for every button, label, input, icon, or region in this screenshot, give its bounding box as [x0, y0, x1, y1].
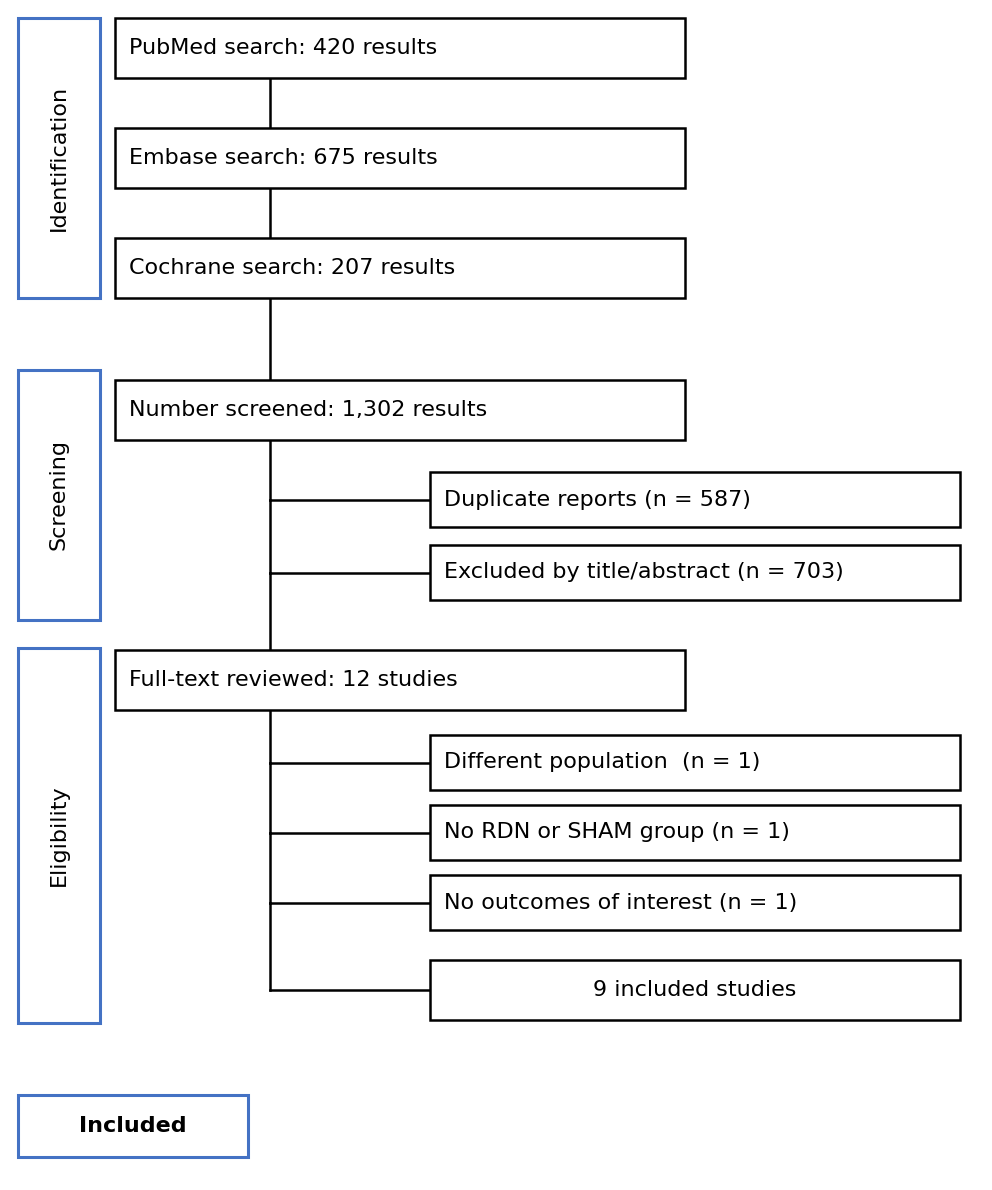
Bar	[115, 129, 685, 188]
Text: Duplicate reports (n = 587): Duplicate reports (n = 587)	[444, 489, 751, 509]
Text: Full-text reviewed: 12 studies: Full-text reviewed: 12 studies	[129, 670, 457, 690]
Bar	[115, 18, 685, 79]
Bar	[115, 380, 685, 440]
Bar	[18, 1095, 248, 1157]
Bar	[430, 735, 960, 790]
Text: Included: Included	[79, 1116, 186, 1136]
Bar	[18, 370, 100, 620]
Bar	[115, 238, 685, 298]
Bar	[115, 650, 685, 710]
Text: Number screened: 1,302 results: Number screened: 1,302 results	[129, 400, 487, 420]
Text: 9 included studies: 9 included studies	[593, 981, 797, 1000]
Text: Cochrane search: 207 results: Cochrane search: 207 results	[129, 258, 455, 278]
Text: Embase search: 675 results: Embase search: 675 results	[129, 148, 437, 168]
Bar	[430, 960, 960, 1020]
Text: Identification: Identification	[49, 84, 69, 231]
Text: No RDN or SHAM group (n = 1): No RDN or SHAM group (n = 1)	[444, 822, 790, 843]
Bar	[430, 875, 960, 931]
Bar	[18, 18, 100, 298]
Text: Screening: Screening	[49, 439, 69, 551]
Bar	[430, 804, 960, 860]
Text: No outcomes of interest (n = 1): No outcomes of interest (n = 1)	[444, 892, 798, 913]
Bar	[430, 472, 960, 527]
Text: PubMed search: 420 results: PubMed search: 420 results	[129, 38, 437, 58]
Bar	[430, 545, 960, 600]
Text: Excluded by title/abstract (n = 703): Excluded by title/abstract (n = 703)	[444, 563, 844, 582]
Text: Different population  (n = 1): Different population (n = 1)	[444, 752, 761, 772]
Text: Eligibility: Eligibility	[49, 784, 69, 887]
Bar	[18, 649, 100, 1023]
